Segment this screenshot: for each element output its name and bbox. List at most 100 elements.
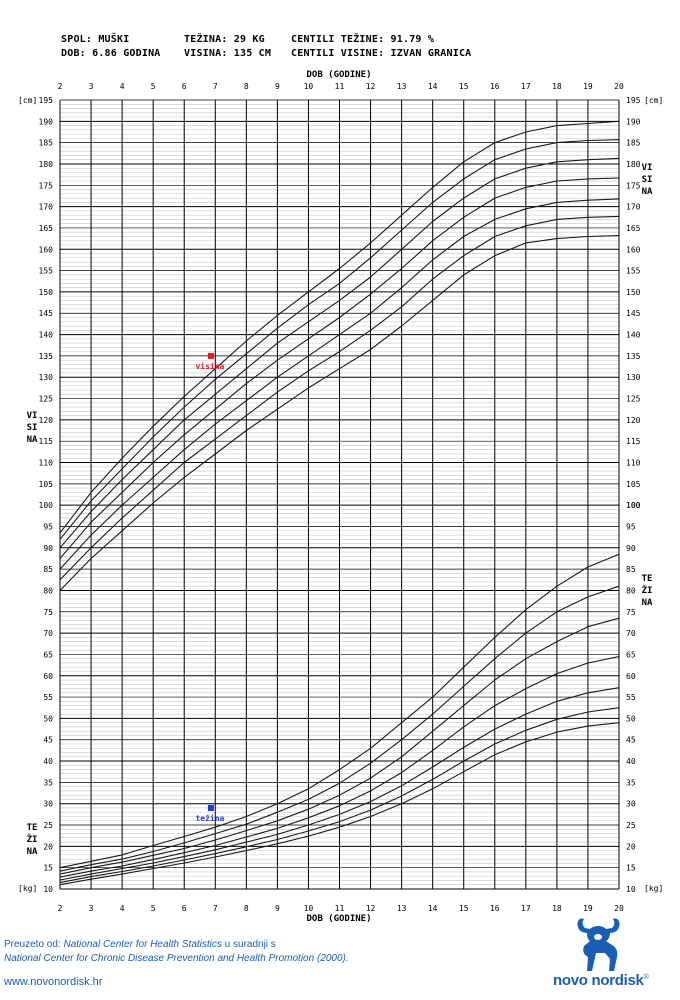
y-tick-label: 65 <box>43 650 53 659</box>
x-axis-title-bottom: DOB (GODINE) <box>306 914 371 924</box>
y-tick-label: 100 <box>39 501 54 510</box>
weight-tick-label: 60 <box>626 672 636 681</box>
x-tick-label: 16 <box>490 82 500 91</box>
y-tick-label: 150 <box>39 288 54 297</box>
y-tick-label: 25 <box>43 821 53 830</box>
x-tick-label: 14 <box>428 82 438 91</box>
y-tick-label: 135 <box>39 352 54 361</box>
website-link[interactable]: www.novonordisk.hr <box>4 976 103 988</box>
x-tick-label: 10 <box>304 904 314 913</box>
weight-tick-label: 75 <box>626 608 636 617</box>
weight-tick-label: 80 <box>626 586 636 595</box>
weight-percentile-curve <box>59 722 620 886</box>
weight-tick-label: 85 <box>626 565 636 574</box>
height-percentile-curve <box>59 139 620 540</box>
x-tick-label: 17 <box>521 904 531 913</box>
y-tick-label: 70 <box>43 629 53 638</box>
weight-tick-label: 30 <box>626 800 636 809</box>
y-tick-label: 105 <box>39 480 54 489</box>
grid-major <box>59 99 620 890</box>
y-tick-label: 185 <box>39 139 54 148</box>
y-ticks-right: 100 105 110 115 120 125 130 135 140 145 150 155 160 1… <box>626 96 641 894</box>
y-ticks-left: 10 15 20 25 30 35 40 45 50 55 60 65 70 75 80 85 90 95 100 1… <box>39 96 54 894</box>
weight-tick-label: 65 <box>626 650 636 659</box>
x-tick-label: 12 <box>366 904 376 913</box>
x-tick-label: 18 <box>552 904 562 913</box>
weight-percentile-curve <box>59 707 620 884</box>
weight-tick-label: 100 <box>626 501 641 510</box>
x-tick-label: 13 <box>397 82 407 91</box>
y-tick-label: 140 <box>39 331 54 340</box>
info-weight: TEŽINA: 29 KG <box>184 34 265 45</box>
height-tick-label: 195 <box>626 96 641 105</box>
weight-tick-label: 25 <box>626 821 636 830</box>
weight-tick-label: 15 <box>626 864 636 873</box>
height-tick-label: 185 <box>626 139 641 148</box>
x-tick-label: 9 <box>275 904 280 913</box>
y-tick-label: 110 <box>39 459 54 468</box>
y-tick-label: 95 <box>43 522 53 531</box>
x-tick-label: 3 <box>89 904 94 913</box>
x-tick-label: 14 <box>428 904 438 913</box>
y-tick-label: 90 <box>43 544 53 553</box>
y-tick-label: 130 <box>39 373 54 382</box>
y-tick-label: 15 <box>43 864 53 873</box>
weight-tick-label: 20 <box>626 842 636 851</box>
height-tick-label: 155 <box>626 267 641 276</box>
height-percentile-curve <box>59 157 620 549</box>
y-tick-label: 180 <box>39 160 54 169</box>
x-tick-label: 15 <box>459 82 469 91</box>
y-tick-label: 160 <box>39 245 54 254</box>
x-tick-label: 13 <box>397 904 407 913</box>
y-tick-label: 35 <box>43 778 53 787</box>
x-tick-label: 19 <box>583 82 593 91</box>
y-tick-label: 125 <box>39 395 54 404</box>
height-tick-label: 120 <box>626 416 641 425</box>
weight-tick-label: 10 <box>626 885 636 894</box>
x-tick-label: 7 <box>213 904 218 913</box>
y-tick-label: 115 <box>39 437 54 446</box>
y-tick-label: 40 <box>43 757 53 766</box>
y-tick-label: 80 <box>43 586 53 595</box>
y-tick-label: 145 <box>39 309 54 318</box>
left-height-label: VISINA <box>26 411 38 445</box>
x-tick-label: 3 <box>89 82 94 91</box>
y-tick-label: 10 <box>43 885 53 894</box>
measurement-markers: visina težina <box>195 352 225 823</box>
x-tick-label: 18 <box>552 82 562 91</box>
x-tick-label: 9 <box>275 82 280 91</box>
x-tick-label: 19 <box>583 904 593 913</box>
right-unit-kg: [kg] <box>644 884 663 893</box>
x-tick-label: 2 <box>58 82 63 91</box>
x-tick-label: 8 <box>244 82 249 91</box>
x-tick-label: 4 <box>120 904 125 913</box>
right-unit-cm: [cm] <box>644 96 663 105</box>
y-tick-label: 195 <box>39 96 54 105</box>
height-tick-label: 140 <box>626 331 641 340</box>
x-tick-label: 20 <box>614 904 624 913</box>
left-unit-kg: [kg] <box>18 884 37 893</box>
y-tick-label: 60 <box>43 672 53 681</box>
weight-tick-label: 45 <box>626 736 636 745</box>
y-tick-label: 175 <box>39 181 54 190</box>
info-height-percentile: CENTILI VISINE: IZVAN GRANICA <box>291 48 472 59</box>
x-tick-label: 16 <box>490 904 500 913</box>
x-tick-label: 10 <box>304 82 314 91</box>
source-line-2: National Center for Chronic Disease Prev… <box>4 953 349 964</box>
y-tick-label: 170 <box>39 203 54 212</box>
x-tick-label: 2 <box>58 904 63 913</box>
info-age: DOB: 6.86 GODINA <box>61 48 161 59</box>
height-tick-label: 190 <box>626 117 641 126</box>
height-tick-label: 100 <box>626 501 641 510</box>
y-tick-label: 165 <box>39 224 54 233</box>
info-height: VISINA: 135 CM <box>184 48 272 59</box>
height-tick-label: 130 <box>626 373 641 382</box>
y-tick-label: 20 <box>43 842 53 851</box>
right-weight-label: TEŽINA <box>641 574 653 608</box>
marker-label: visina <box>195 361 224 371</box>
height-percentile-curve <box>59 198 620 570</box>
x-axis-title-top: DOB (GODINE) <box>306 70 371 80</box>
height-tick-label: 170 <box>626 203 641 212</box>
height-tick-label: 145 <box>626 309 641 318</box>
x-tick-label: 5 <box>151 904 156 913</box>
